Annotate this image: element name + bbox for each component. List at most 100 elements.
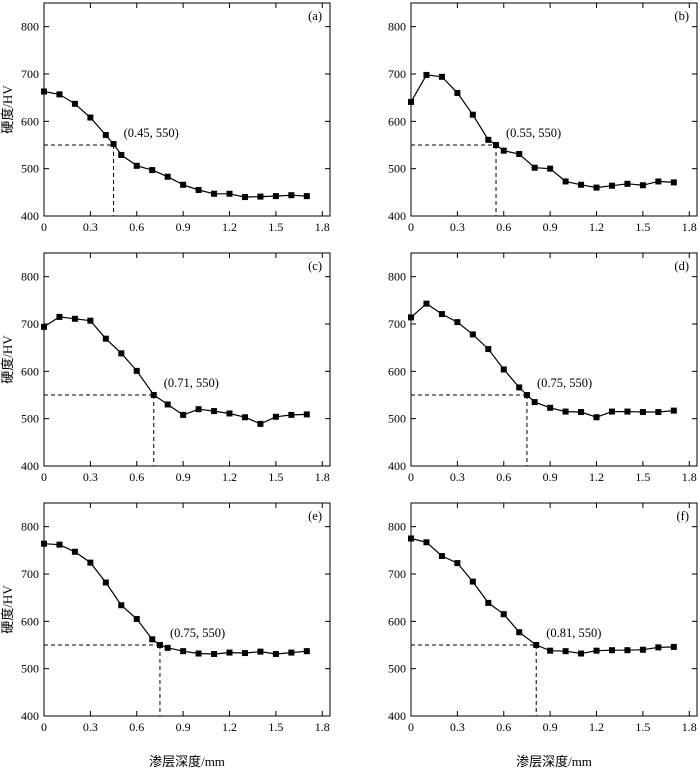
data-point bbox=[180, 648, 187, 655]
data-point bbox=[593, 414, 600, 421]
data-point bbox=[149, 636, 156, 643]
x-tick-label: 0.3 bbox=[83, 470, 98, 484]
plot-frame bbox=[43, 502, 331, 717]
data-point bbox=[71, 548, 78, 555]
y-axis-label: 硬度/HV bbox=[0, 85, 15, 134]
x-tick-label: 0 bbox=[408, 220, 414, 234]
data-point bbox=[578, 181, 585, 188]
x-tick-label: 0.3 bbox=[83, 220, 98, 234]
y-tick-label: 700 bbox=[21, 317, 39, 331]
y-tick-label: 400 bbox=[21, 709, 39, 723]
data-point bbox=[164, 644, 171, 651]
y-tick-label: 700 bbox=[21, 67, 39, 81]
x-tick-label: 0.6 bbox=[496, 470, 511, 484]
x-tick-label: 0.6 bbox=[496, 220, 511, 234]
y-tick-label: 600 bbox=[21, 364, 39, 378]
data-point bbox=[226, 649, 233, 656]
data-point bbox=[118, 350, 125, 357]
data-point bbox=[624, 180, 631, 187]
plot-frame bbox=[410, 2, 698, 217]
data-point bbox=[485, 136, 492, 143]
data-point bbox=[164, 401, 171, 408]
data-point bbox=[533, 642, 540, 648]
data-point bbox=[670, 407, 677, 414]
data-point bbox=[180, 411, 187, 418]
x-tick-label: 0.6 bbox=[129, 470, 144, 484]
data-point bbox=[150, 392, 157, 398]
data-point bbox=[71, 315, 78, 322]
y-tick-label: 500 bbox=[388, 162, 406, 176]
data-point bbox=[547, 165, 554, 172]
data-point bbox=[41, 540, 47, 547]
x-tick-label: 0.9 bbox=[543, 470, 558, 484]
x-tick-label: 1.5 bbox=[268, 220, 283, 234]
data-point bbox=[639, 409, 646, 416]
data-point bbox=[454, 89, 461, 96]
y-tick-label: 500 bbox=[388, 662, 406, 676]
data-point bbox=[500, 611, 507, 618]
x-tick-label: 0.9 bbox=[543, 720, 558, 734]
data-point bbox=[102, 132, 109, 139]
data-point bbox=[438, 553, 445, 560]
x-tick-label: 0.6 bbox=[129, 220, 144, 234]
chart-panel-a: 400 500 600 700 800 0 0.3 0.6 0.9 1.2 1.5 1.8 (0.45,… bbox=[0, 2, 331, 234]
x-axis-label: 渗层深度/mm bbox=[149, 754, 225, 769]
data-point bbox=[156, 642, 163, 648]
data-point bbox=[469, 578, 476, 585]
data-point bbox=[288, 192, 295, 199]
x-tick-label: 1.8 bbox=[682, 470, 697, 484]
y-tick-label: 400 bbox=[21, 459, 39, 473]
data-point bbox=[133, 162, 140, 169]
data-point bbox=[241, 650, 248, 657]
data-point bbox=[56, 313, 63, 320]
y-tick-label: 500 bbox=[21, 662, 39, 676]
data-point bbox=[516, 384, 523, 391]
data-point bbox=[562, 648, 569, 655]
data-point bbox=[578, 409, 585, 416]
data-point bbox=[454, 560, 461, 567]
y-tick-label: 600 bbox=[21, 114, 39, 128]
y-axis-label: 硬度/HV bbox=[0, 585, 15, 634]
x-tick-label: 0.9 bbox=[543, 220, 558, 234]
data-point bbox=[500, 366, 507, 373]
data-point bbox=[531, 399, 538, 406]
data-point bbox=[257, 648, 264, 655]
x-tick-label: 0 bbox=[41, 720, 47, 734]
x-tick-label: 0.6 bbox=[129, 720, 144, 734]
panel-label: (b) bbox=[674, 9, 689, 23]
data-point bbox=[195, 650, 202, 657]
data-point bbox=[257, 193, 264, 200]
data-point bbox=[303, 648, 310, 655]
data-point bbox=[608, 647, 615, 654]
data-point bbox=[423, 539, 430, 546]
data-point bbox=[149, 167, 156, 174]
x-tick-label: 1.2 bbox=[222, 470, 237, 484]
data-point bbox=[288, 411, 295, 418]
data-point bbox=[624, 647, 631, 654]
data-point bbox=[118, 151, 125, 158]
chart-panel-d: 400 500 600 700 800 0 0.3 0.6 0.9 1.2 1.5 1.8 (0.75,… bbox=[388, 252, 698, 484]
data-point bbox=[133, 367, 140, 374]
x-tick-label: 1.5 bbox=[268, 720, 283, 734]
y-tick-label: 500 bbox=[21, 412, 39, 426]
point-annotation: (0.75, 550) bbox=[170, 626, 225, 640]
data-point bbox=[56, 541, 63, 548]
x-axis-label: 渗层深度/mm bbox=[516, 754, 592, 769]
y-tick-label: 800 bbox=[21, 20, 39, 34]
y-tick-label: 400 bbox=[21, 209, 39, 223]
data-point bbox=[562, 408, 569, 415]
data-point bbox=[485, 599, 492, 606]
y-tick-label: 800 bbox=[388, 520, 406, 534]
panel-label: (f) bbox=[677, 509, 690, 523]
data-point bbox=[87, 317, 94, 324]
x-tick-label: 1.8 bbox=[682, 720, 697, 734]
data-point bbox=[408, 535, 414, 542]
y-tick-label: 600 bbox=[388, 614, 406, 628]
x-tick-label: 1.2 bbox=[589, 220, 604, 234]
data-point bbox=[655, 644, 662, 651]
data-point bbox=[438, 73, 445, 80]
data-point bbox=[71, 100, 78, 107]
series-line bbox=[410, 537, 674, 655]
data-point bbox=[438, 311, 445, 318]
data-point bbox=[211, 408, 218, 415]
